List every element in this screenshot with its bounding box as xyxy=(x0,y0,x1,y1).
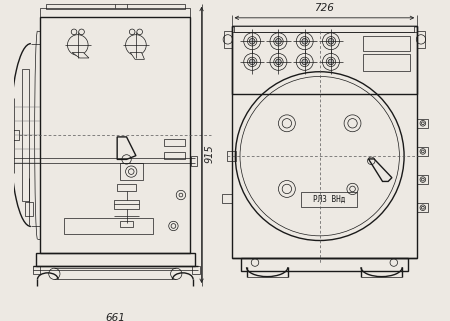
Circle shape xyxy=(249,39,255,44)
Bar xyxy=(191,156,197,166)
Bar xyxy=(40,7,190,17)
Bar xyxy=(120,221,133,227)
Bar xyxy=(363,36,410,51)
Polygon shape xyxy=(130,53,144,59)
Circle shape xyxy=(49,268,60,279)
Bar xyxy=(234,26,414,32)
Circle shape xyxy=(171,268,182,279)
Bar xyxy=(417,147,428,156)
Bar xyxy=(117,184,136,191)
Bar xyxy=(417,31,425,48)
Circle shape xyxy=(276,59,281,65)
Bar xyxy=(1,156,6,166)
Bar xyxy=(8,130,19,140)
Bar xyxy=(224,31,232,48)
Text: 915: 915 xyxy=(204,144,214,163)
Polygon shape xyxy=(369,159,392,181)
Bar xyxy=(417,175,428,184)
Bar xyxy=(222,194,232,203)
Circle shape xyxy=(302,39,307,44)
Bar xyxy=(232,26,417,94)
Bar xyxy=(164,152,184,160)
Bar xyxy=(363,54,410,71)
Bar xyxy=(417,119,428,128)
Text: 661: 661 xyxy=(105,313,125,321)
Bar xyxy=(241,258,408,271)
Circle shape xyxy=(328,59,334,65)
Bar xyxy=(33,266,40,274)
Circle shape xyxy=(249,59,255,65)
Bar xyxy=(232,26,417,258)
Bar xyxy=(46,4,184,9)
Bar xyxy=(25,202,33,216)
Bar xyxy=(40,17,190,253)
Circle shape xyxy=(276,39,281,44)
Bar xyxy=(64,218,153,234)
Polygon shape xyxy=(117,137,136,160)
Bar xyxy=(114,200,139,209)
Bar xyxy=(164,139,184,146)
Circle shape xyxy=(328,39,334,44)
Circle shape xyxy=(302,59,307,65)
Bar xyxy=(22,69,29,201)
Bar xyxy=(301,192,357,207)
Polygon shape xyxy=(72,53,89,58)
Bar xyxy=(120,163,144,180)
Bar xyxy=(192,266,200,274)
Text: 726: 726 xyxy=(315,3,334,13)
Bar xyxy=(36,253,195,266)
Bar xyxy=(417,203,428,213)
Bar xyxy=(227,152,236,161)
Text: РЛЗ ВНд: РЛЗ ВНд xyxy=(313,195,345,204)
